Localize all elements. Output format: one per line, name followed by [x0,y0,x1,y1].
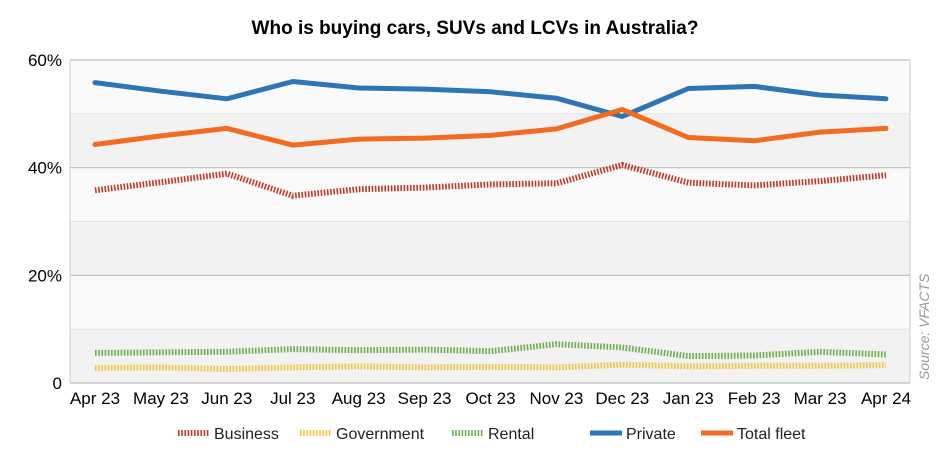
legend: Business Government Rental Private Total fle… [178,426,806,443]
plot-band [70,275,910,330]
x-tick-label: Apr 23 [70,389,120,408]
plot-band [70,113,910,168]
x-tick-label: Jan 23 [663,389,714,408]
legend-label-private: Private [626,426,676,443]
legend-label-government: Government [336,426,425,443]
x-tick-label: Jun 23 [201,389,252,408]
x-tick-label: Mar 23 [794,389,847,408]
x-tick-label: May 23 [133,389,189,408]
x-tick-label: Feb 23 [728,389,781,408]
series-line-private [92,79,889,119]
series-line-government [94,361,887,372]
chart-title: Who is buying cars, SUVs and LCVs in Aus… [252,18,699,39]
y-tick-label: 60% [28,51,62,70]
y-tick-label: 20% [28,266,62,285]
series-line-rental [94,341,887,360]
x-tick-label: Aug 23 [332,389,386,408]
y-tick-label: 0 [53,374,62,393]
x-tick-label: Nov 23 [529,389,583,408]
x-tick-label: Oct 23 [465,389,515,408]
x-axis-ticks: Apr 23 May 23 Jun 23 Jul 23 Aug 23 Sep 23 Oct … [70,389,911,408]
x-tick-label: Sep 23 [398,389,452,408]
x-tick-label: Jul 23 [270,389,315,408]
legend-label-rental: Rental [488,426,534,443]
plot-band [70,329,910,383]
legend-label-business: Business [214,426,279,443]
series-line-total-fleet [92,107,889,148]
plot-band [70,60,910,114]
plot-band [70,221,910,276]
series-lines [92,79,889,372]
series-line-business [94,162,887,199]
y-tick-label: 40% [28,159,62,178]
source-note: Source: VFACTS [916,273,932,380]
gridlines [69,59,911,384]
x-tick-label: Dec 23 [595,389,649,408]
y-axis-ticks: 0 20% 40% 60% [28,51,62,393]
x-tick-label: Apr 24 [861,389,911,408]
legend-label-total-fleet: Total fleet [737,426,806,443]
plot-band [70,167,910,222]
